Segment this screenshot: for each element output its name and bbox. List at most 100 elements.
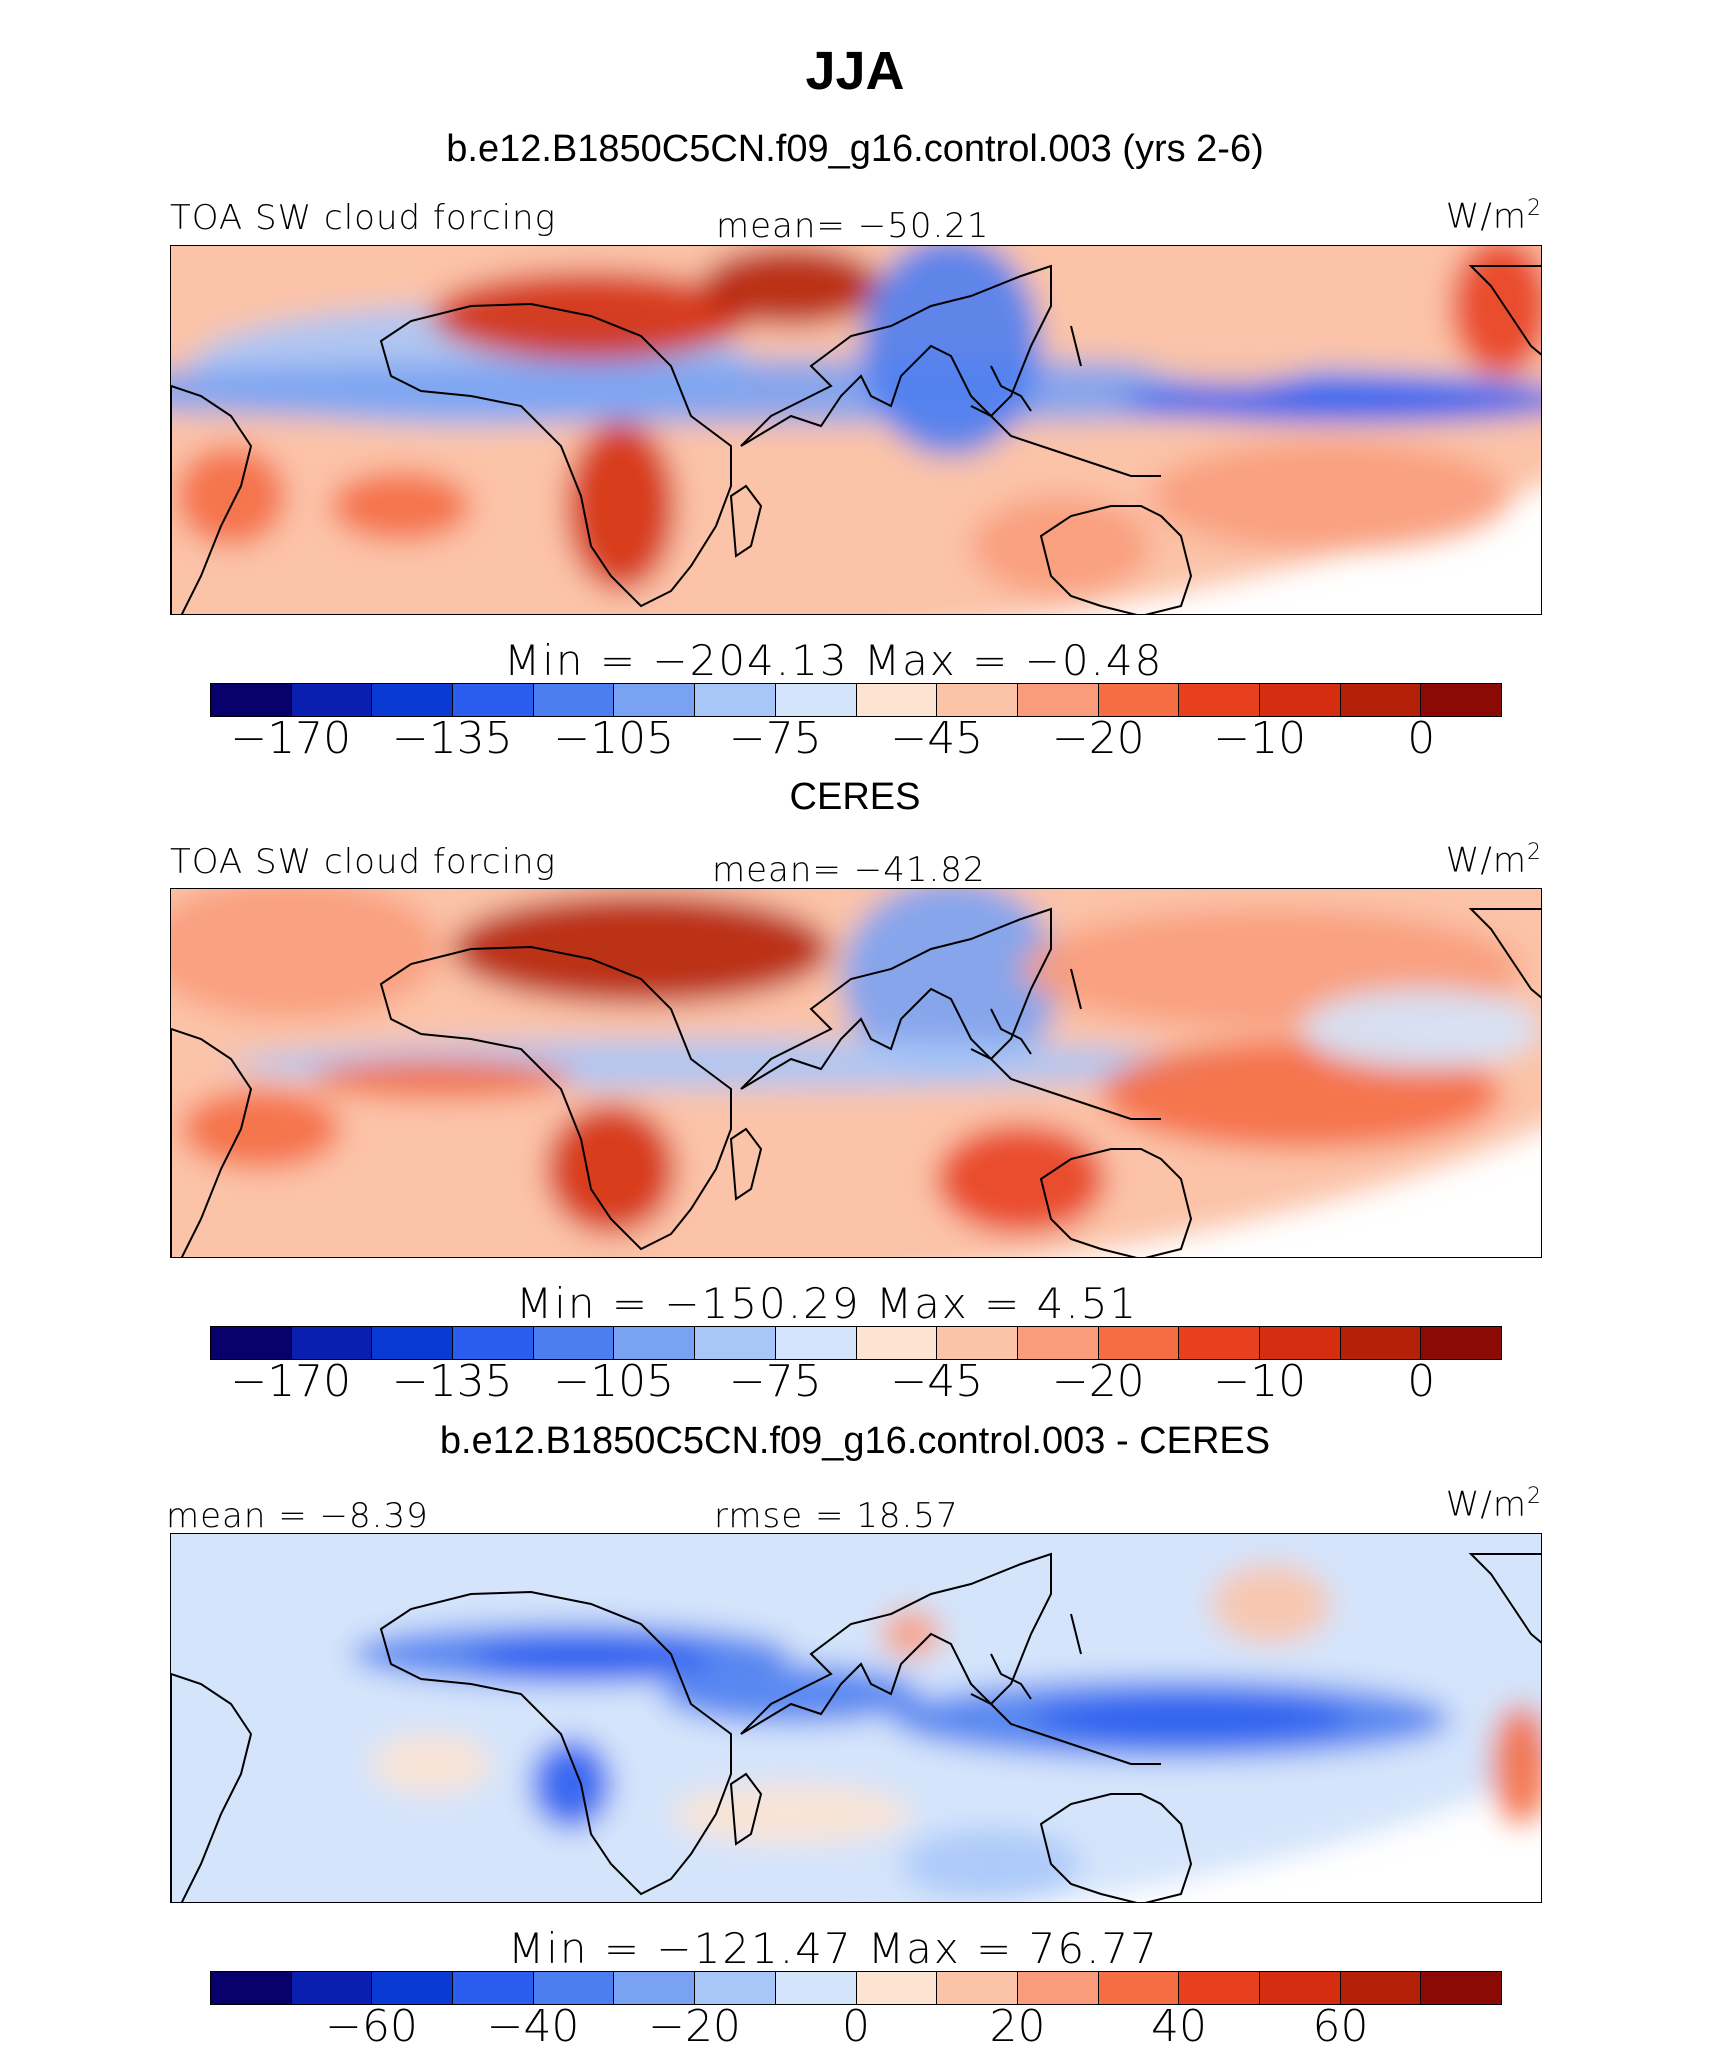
units-text: W/m [1445,840,1527,881]
panel3-colorbar [210,1971,1502,2005]
colorbar-swatch [1017,1972,1099,2004]
colorbar-tick-label: −135 [391,713,513,764]
coastline [1468,265,1541,356]
field-contour [1301,989,1541,1069]
colorbar-swatch [937,1327,1018,1359]
colorbar-tick-label: −105 [553,1356,675,1407]
field-contour [546,1104,676,1234]
colorbar-swatch [1340,1972,1422,2004]
panel1-mean-label: mean= −50.21 [716,206,990,246]
field-contour [181,1089,341,1169]
field-contour [471,1639,711,1679]
coastline [990,1008,1032,1055]
colorbar-swatch [775,1327,857,1359]
colorbar-swatch [453,684,534,716]
colorbar-swatch [1098,1327,1180,1359]
colorbar-swatch [1259,684,1341,716]
field-contour [881,1609,941,1659]
units-exponent: 2 [1527,1484,1542,1509]
coastline [740,907,1052,1090]
colorbar-swatch [856,684,938,716]
panel1-variable-label: TOA SW cloud forcing [170,198,556,238]
colorbar-tick-label: −45 [890,713,984,764]
coastline [740,1552,1052,1735]
panel2-colorbar [210,1326,1502,1360]
panel3-minmax: Min = −121.47 Max = 76.77 [508,1924,1159,1973]
panel1-colorbar [210,683,1502,717]
colorbar-tick-label: −10 [1213,713,1307,764]
colorbar-swatch [1259,1972,1341,2004]
panel2-mean-label: mean= −41.82 [712,850,986,890]
field-contour [1121,286,1341,386]
colorbar-swatch [856,1327,938,1359]
colorbar-swatch [1017,1327,1099,1359]
colorbar-tick-label: −75 [728,1356,822,1407]
field-contour [176,446,286,546]
field-contour [1121,379,1541,423]
panel3-mean-label: mean = −8.39 [166,1496,429,1536]
colorbar-swatch [1340,1327,1422,1359]
field-contour [171,889,441,1019]
colorbar-swatch [695,1972,776,2004]
units-text: W/m [1445,1484,1527,1525]
coastline [740,264,1052,447]
coastline [729,484,763,558]
colorbar-swatch [614,684,696,716]
field-contour [1451,246,1541,376]
coastline [990,1653,1032,1700]
coastline [171,1672,253,1902]
colorbar-swatch [1421,684,1501,716]
colorbar-swatch [1179,684,1260,716]
colorbar-tick-label: −135 [391,1356,513,1407]
colorbar-tick-label: 0 [842,2001,870,2052]
panel3-units: W/m2 [1446,1484,1542,1524]
colorbar-swatch [1259,1327,1341,1359]
colorbar-swatch [533,684,615,716]
colorbar-swatch [937,684,1018,716]
panel3-map [170,1533,1542,1903]
field-contour [371,1734,491,1794]
units-exponent: 2 [1527,840,1542,865]
colorbar-swatch [533,1327,615,1359]
field-contour [451,894,831,1004]
colorbar-swatch [856,1972,938,2004]
colorbar-swatch [1179,1327,1260,1359]
colorbar-tick-label: −20 [648,2001,741,2052]
coastline [1070,968,1082,1010]
colorbar-tick-label: −10 [1213,1356,1307,1407]
panel1-colorbar-ticks: −170 −135 −105 −75 −45 −20 −10 0 [0,713,1710,764]
coastline [970,1693,1161,1765]
coastline [970,405,1161,477]
coastline [990,365,1032,412]
coastline [1039,1793,1193,1902]
colorbar-swatch [614,1327,696,1359]
colorbar-swatch [937,1972,1018,2004]
colorbar-tick-label: −170 [230,1356,352,1407]
colorbar-tick-label: −40 [486,2001,580,2052]
colorbar-tick-label: 0 [1407,1356,1436,1407]
colorbar-swatch [1421,1972,1501,2004]
map-field [171,1534,1541,1902]
colorbar-tick-label: 60 [1312,2001,1369,2052]
colorbar-swatch [695,684,776,716]
coastline [379,1590,732,1896]
panel3-colorbar-ticks: −60 −40 −20 0 20 40 60 [0,2001,1710,2052]
colorbar-swatch [1340,684,1422,716]
map-field [171,246,1541,614]
colorbar-swatch [775,684,857,716]
coastline [1468,1553,1541,1644]
panel3-rmse-label: rmse = 18.57 [714,1496,959,1536]
colorbar-swatch [372,1327,454,1359]
colorbar-swatch [1179,1972,1260,2004]
colorbar-swatch [1098,684,1180,716]
panel1-minmax: Min = −204.13 Max = −0.48 [504,636,1164,685]
field-contour [971,496,1151,596]
colorbar-tick-label: 0 [1407,713,1436,764]
colorbar-tick-label: −45 [890,1356,984,1407]
field-contour [311,1059,571,1099]
colorbar-tick-label: −105 [553,713,675,764]
panel1-units: W/m2 [1446,196,1542,236]
colorbar-swatch [775,1972,857,2004]
field-contour [701,246,881,326]
coastline [1039,1148,1193,1257]
